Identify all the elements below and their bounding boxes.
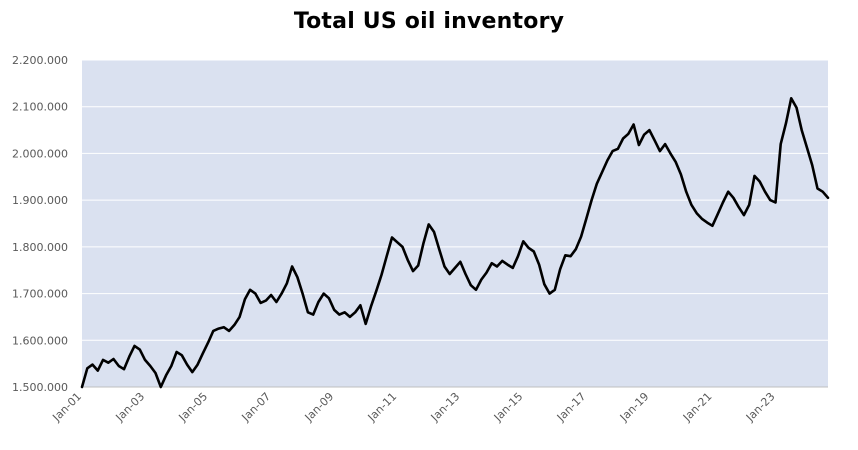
x-tick-label: Jan-01 — [50, 390, 85, 425]
y-tick-label: 1.500.000 — [12, 381, 68, 394]
x-tick-label: Jan-21 — [680, 390, 715, 425]
x-tick-label: Jan-19 — [617, 390, 652, 425]
y-tick-label: 2.200.000 — [12, 54, 68, 67]
series-line-total-oil-inventory — [80, 97, 830, 389]
y-tick-label: 1.700.000 — [12, 288, 68, 301]
x-tick-label: Jan-05 — [176, 390, 211, 425]
x-tick-label: Jan-23 — [743, 390, 778, 425]
y-tick-label: 1.800.000 — [12, 241, 68, 254]
chart-title: Total US oil inventory — [293, 9, 565, 34]
y-tick-label: 2.000.000 — [12, 147, 68, 160]
y-tick-label: 1.900.000 — [12, 194, 68, 207]
x-tick-label: Jan-17 — [554, 390, 589, 425]
x-tick-label: Jan-07 — [239, 390, 274, 425]
x-tick-label: Jan-15 — [491, 390, 526, 425]
x-tick-label: Jan-13 — [428, 390, 463, 425]
x-axis-ticks: Jan-01 Jan-03 Jan-05 Jan-07 Jan-09 Jan-11 Jan-… — [50, 390, 778, 425]
y-tick-label: 2.100.000 — [12, 101, 68, 114]
x-tick-label: Jan-11 — [365, 390, 400, 425]
x-tick-label: Jan-03 — [113, 390, 148, 425]
plot-area — [82, 60, 828, 387]
y-tick-label: 1.600.000 — [12, 334, 68, 347]
y-axis-ticks: 1.500.000 1.600.000 1.700.000 1.800.000 1.90… — [12, 54, 68, 394]
x-tick-label: Jan-09 — [302, 390, 337, 425]
